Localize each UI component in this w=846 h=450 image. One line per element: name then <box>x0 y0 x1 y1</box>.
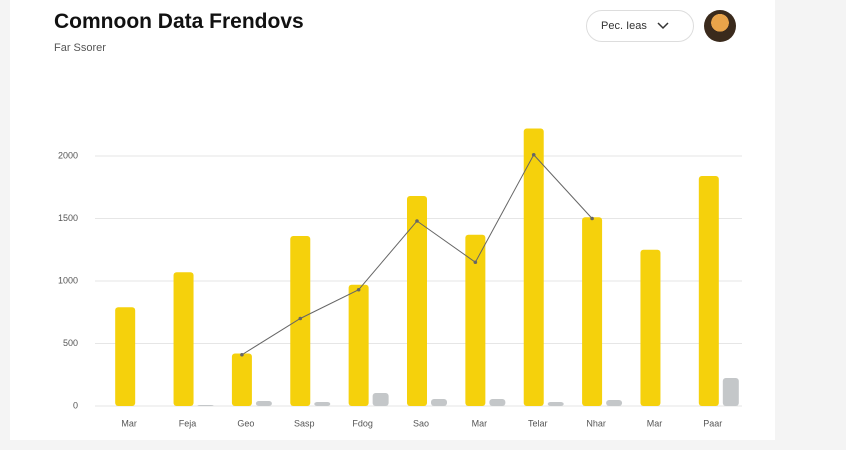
dropdown-label: Pec. Ieas <box>601 20 647 32</box>
secondary-bar <box>489 399 506 406</box>
dropdown[interactable]: Pec. Ieas <box>586 10 694 42</box>
bar <box>523 128 544 406</box>
x-tick-label: Mar <box>647 418 663 428</box>
x-tick-label: Nhar <box>586 418 606 428</box>
trend-point <box>356 287 361 292</box>
bar <box>231 353 252 406</box>
subtitle: Far Ssorer <box>54 42 106 54</box>
bar <box>582 217 603 406</box>
y-tick-label: 0 <box>73 400 78 410</box>
avatar[interactable] <box>704 10 736 42</box>
secondary-bar <box>606 400 623 406</box>
bar <box>407 196 427 406</box>
bar <box>465 234 486 406</box>
x-tick-label: Paar <box>703 418 722 428</box>
secondary-bar <box>197 405 214 406</box>
secondary-bar <box>314 402 331 406</box>
bar <box>348 284 369 406</box>
trend-point <box>240 352 244 357</box>
trend-point <box>298 316 303 321</box>
x-tick-label: Geo <box>237 418 254 428</box>
y-tick-label: 1500 <box>58 213 78 223</box>
chevron <box>657 22 669 30</box>
trend-point <box>473 260 478 265</box>
trend-point <box>590 216 594 221</box>
secondary-bar <box>722 378 739 406</box>
secondary-bar <box>431 399 447 406</box>
x-tick-label: Sao <box>413 418 429 428</box>
bar <box>640 249 661 406</box>
y-tick-label: 2000 <box>58 150 78 160</box>
bar <box>115 307 136 406</box>
y-tick-label: 500 <box>63 338 78 348</box>
bar <box>173 272 194 406</box>
trend-point <box>415 219 419 223</box>
y-tick-label: 1000 <box>58 275 78 285</box>
bar <box>698 176 719 406</box>
x-tick-label: Fdog <box>352 418 373 428</box>
secondary-bar <box>372 393 389 406</box>
x-tick-label: Mar <box>472 418 488 428</box>
secondary-bar <box>547 402 564 406</box>
x-tick-label: Sasp <box>294 418 315 428</box>
x-tick-label: Telar <box>528 418 548 428</box>
secondary-bar <box>255 401 272 406</box>
trend-point <box>531 152 536 157</box>
title: Comnoon Data Frendovs <box>54 10 304 33</box>
x-tick-label: Feja <box>179 418 197 428</box>
bar <box>290 236 311 406</box>
x-tick-label: Mar <box>121 418 137 428</box>
